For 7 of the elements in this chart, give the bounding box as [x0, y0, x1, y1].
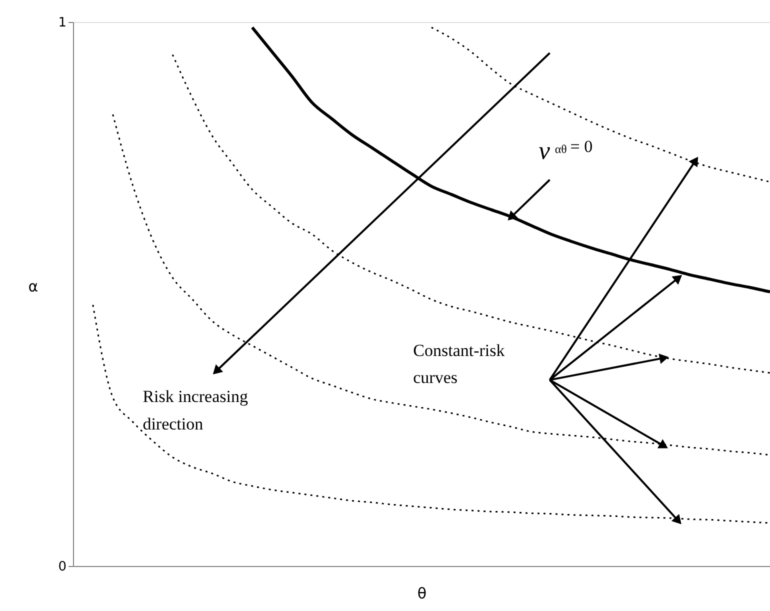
annotation: Risk increasing direction [142, 387, 248, 434]
x-axis-title: θ [417, 584, 427, 602]
annotation: Constant-risk curves [413, 340, 506, 388]
y-axis-title: α [28, 278, 38, 296]
line-series [92, 304, 770, 524]
y-tick-label: 0 [58, 560, 66, 574]
y-tick-label: 1 [58, 16, 66, 30]
